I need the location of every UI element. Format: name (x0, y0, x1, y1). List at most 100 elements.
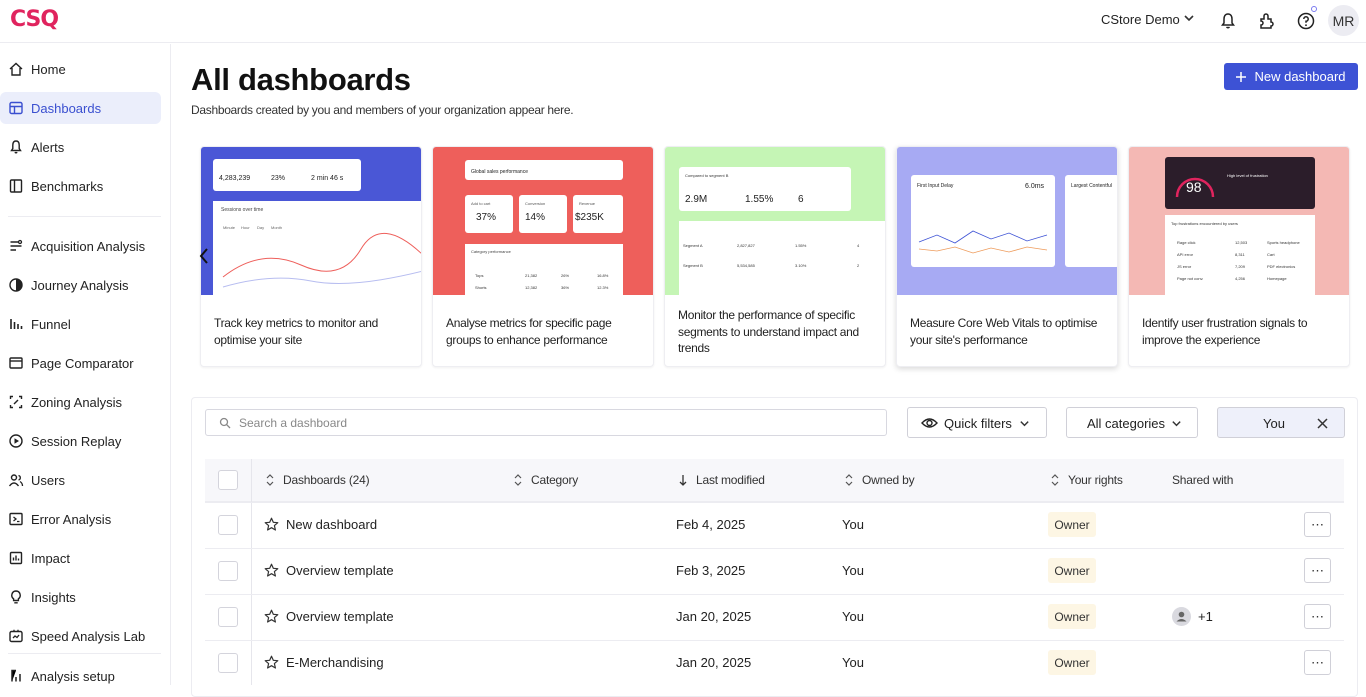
star-icon[interactable] (264, 517, 279, 532)
dashboard-name[interactable]: Overview template (286, 609, 394, 624)
svg-text:4,256: 4,256 (1235, 276, 1246, 281)
template-card-frustration[interactable]: 98 High level of frustration Top frustra… (1128, 146, 1350, 367)
row-divider (205, 548, 1344, 549)
sidebar-item-home[interactable]: Home (0, 53, 161, 85)
dashboard-name[interactable]: E-Merchandising (286, 655, 384, 670)
star-icon[interactable] (264, 655, 279, 670)
dashboards-panel (191, 397, 1358, 697)
search-input[interactable]: Search a dashboard (205, 409, 887, 436)
row-checkbox[interactable] (218, 515, 238, 535)
notification-dot (1311, 6, 1317, 12)
more-options-button[interactable]: ⋯ (1304, 512, 1331, 537)
column-last-modified[interactable]: Last modified (696, 473, 765, 487)
owner-filter[interactable]: You (1217, 407, 1345, 438)
bell-icon[interactable] (1218, 11, 1238, 31)
last-modified: Jan 20, 2025 (676, 655, 752, 670)
row-checkbox[interactable] (218, 653, 238, 673)
owner-filter-label: You (1263, 416, 1285, 431)
svg-text:1.55%: 1.55% (745, 194, 773, 205)
svg-text:Page not conv.: Page not conv. (1177, 276, 1203, 281)
dashboard-name[interactable]: New dashboard (286, 517, 378, 532)
sort-desc-icon[interactable] (679, 474, 687, 486)
sidebar-item-session-replay[interactable]: Session Replay (0, 425, 161, 457)
row-checkbox[interactable] (218, 607, 238, 627)
svg-text:Add to cart: Add to cart (471, 201, 491, 206)
template-card-web-vitals[interactable]: First Input Delay 6.0ms Largest Contentf… (896, 146, 1118, 367)
sidebar (0, 44, 171, 685)
sidebar-item-label: Dashboards (31, 100, 102, 116)
svg-text:7,209: 7,209 (1235, 264, 1246, 269)
card-description: Measure Core Web Vitals to optimise your… (910, 316, 1098, 347)
chevron-left-icon[interactable] (197, 246, 211, 266)
app-logo[interactable]: CSQ (10, 7, 59, 32)
bell-icon (10, 140, 22, 154)
home-icon (9, 62, 23, 76)
sidebar-item-speed-analysis-lab[interactable]: Speed Analysis Lab (0, 620, 161, 652)
row-divider (205, 594, 1344, 595)
quick-filters-button[interactable]: Quick filters (907, 407, 1047, 438)
svg-text:26%: 26% (561, 273, 569, 278)
sidebar-item-zoning-analysis[interactable]: Zoning Analysis (0, 386, 161, 418)
select-all-checkbox[interactable] (218, 470, 238, 490)
svg-text:API error: API error (1177, 252, 1194, 257)
svg-text:12,503: 12,503 (1235, 240, 1248, 245)
c1-metric-2: 23% (271, 175, 285, 182)
chevron-down-icon[interactable] (1183, 12, 1195, 24)
acquisition-icon (10, 239, 23, 251)
svg-text:Minute: Minute (223, 225, 236, 230)
more-options-button[interactable]: ⋯ (1304, 650, 1331, 675)
star-icon[interactable] (264, 563, 279, 578)
sidebar-item-label: Alerts (31, 139, 65, 155)
sidebar-item-alerts[interactable]: Alerts (0, 131, 161, 163)
help-icon[interactable] (1296, 11, 1316, 31)
sidebar-item-error-analysis[interactable]: Error Analysis (0, 503, 161, 535)
sidebar-item-impact[interactable]: Impact (0, 542, 161, 574)
sidebar-item-funnel[interactable]: Funnel (0, 308, 161, 340)
dashboard-name[interactable]: Overview template (286, 563, 394, 578)
sort-icon[interactable] (1051, 474, 1059, 486)
user-avatar[interactable]: MR (1328, 5, 1359, 36)
categories-dropdown[interactable]: All categories (1066, 407, 1198, 438)
new-dashboard-button[interactable]: New dashboard (1224, 63, 1358, 90)
sidebar-item-dashboards[interactable]: Dashboards (0, 92, 161, 124)
more-icon: ⋯ (1311, 608, 1324, 624)
sidebar-item-users[interactable]: Users (0, 464, 161, 496)
svg-text:Month: Month (271, 225, 282, 230)
row-divider (205, 640, 1344, 641)
sidebar-item-page-comparator[interactable]: Page Comparator (0, 347, 161, 379)
template-card-segments[interactable]: Compared to segment B 2.9M 1.55% 6 Segme… (664, 146, 886, 367)
sort-icon[interactable] (514, 474, 522, 486)
chevron-down-icon (1172, 421, 1181, 427)
sidebar-item-journey-analysis[interactable]: Journey Analysis (0, 269, 161, 301)
column-owned-by[interactable]: Owned by (862, 473, 915, 487)
sidebar-item-acquisition-analysis[interactable]: Acquisition Analysis (0, 230, 161, 262)
column-dashboards[interactable]: Dashboards (24) (283, 473, 370, 487)
owned-by: You (842, 609, 864, 624)
chevron-down-icon (1020, 421, 1029, 427)
last-modified: Feb 3, 2025 (676, 563, 746, 578)
template-card-page-groups[interactable]: Global sales performance Add to cart Con… (432, 146, 654, 367)
star-icon[interactable] (264, 609, 279, 624)
sidebar-item-analysis-setup[interactable]: Analysis setup (0, 660, 161, 692)
row-checkbox[interactable] (218, 561, 238, 581)
sidebar-item-label: Impact (31, 550, 71, 566)
more-icon: ⋯ (1311, 654, 1324, 670)
column-category[interactable]: Category (531, 473, 579, 487)
svg-text:Segment A: Segment A (683, 243, 703, 248)
more-options-button[interactable]: ⋯ (1304, 604, 1331, 629)
org-selector[interactable]: CStore Demo (1101, 12, 1180, 27)
integrations-icon[interactable] (1257, 11, 1277, 31)
sidebar-item-label: Acquisition Analysis (31, 238, 146, 254)
sidebar-item-benchmarks[interactable]: Benchmarks (0, 170, 161, 202)
close-icon[interactable] (1317, 418, 1328, 429)
sort-icon[interactable] (845, 474, 853, 486)
svg-text:Rage click: Rage click (1177, 240, 1195, 245)
more-options-button[interactable]: ⋯ (1304, 558, 1331, 583)
column-your-rights[interactable]: Your rights (1068, 473, 1123, 487)
sort-icon[interactable] (266, 474, 274, 486)
comparator-icon (9, 357, 23, 369)
sidebar-item-insights[interactable]: Insights (0, 581, 161, 613)
table-header (205, 459, 1344, 502)
svg-text:2,827,827: 2,827,827 (737, 243, 756, 248)
template-card-site-metrics[interactable]: 4,283,239 23% 2 min 46 s Sessions over t… (200, 146, 422, 367)
